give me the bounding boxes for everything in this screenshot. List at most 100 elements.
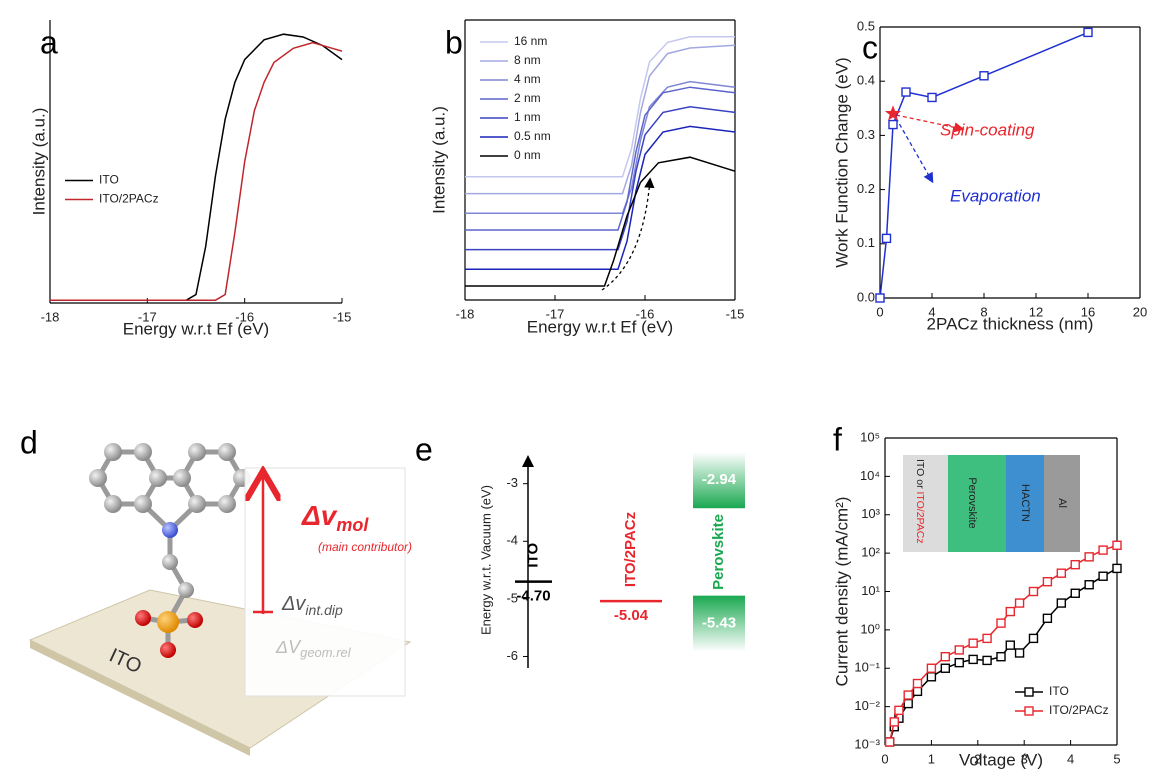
panel-label: b	[445, 24, 463, 60]
marker	[881, 233, 892, 244]
x-tick-label: 12	[1029, 304, 1043, 319]
layer	[1006, 455, 1044, 552]
series-label: Spin-coating	[940, 120, 1035, 139]
marker	[927, 92, 937, 103]
annotation-arrow	[895, 117, 934, 184]
x-tick-label: -18	[456, 306, 475, 321]
y-axis-label: Work Function Change (eV)	[832, 57, 851, 267]
x-tick-label: 4	[1067, 751, 1074, 766]
marker	[954, 645, 964, 655]
marker	[1005, 640, 1015, 650]
x-tick-label: 5	[1113, 751, 1120, 766]
panel-d: d ITO Δvmol (main contributor) Δvint.dip…	[20, 424, 412, 756]
substrate-edge	[30, 640, 250, 756]
y-tick-label: -3	[506, 475, 518, 490]
y-tick-label: 0.2	[857, 181, 875, 196]
x-axis-label: Voltage (V)	[959, 750, 1043, 769]
energy-band	[693, 595, 745, 652]
y-tick-label: 0.1	[857, 235, 875, 250]
panel-label: e	[415, 431, 433, 467]
marker	[1084, 552, 1094, 562]
legend-label: 0.5 nm	[514, 129, 551, 143]
legend-label: ITO/2PACz	[1049, 703, 1109, 717]
marker	[954, 657, 964, 668]
marker	[1112, 563, 1122, 574]
y-tick-label: 10⁵	[860, 429, 880, 444]
term-int-dip: Δvint.dip	[281, 593, 343, 617]
y-tick-label: 10¹	[861, 583, 880, 598]
legend-label: ITO	[1049, 684, 1069, 698]
marker	[1028, 586, 1039, 597]
level-name: ITO/2PACz	[622, 512, 639, 587]
level-name: Perovskite	[710, 514, 727, 590]
marker	[982, 633, 992, 644]
legend-label: 0 nm	[514, 148, 541, 162]
panel-label: f	[833, 421, 842, 457]
panel-label: c	[862, 29, 878, 65]
y-tick-label: 0.5	[857, 18, 875, 33]
term-box	[244, 467, 406, 697]
x-tick-label: 3	[1021, 751, 1028, 766]
y-tick-label: 0.0	[857, 289, 875, 304]
marker	[1042, 613, 1053, 624]
marker	[901, 87, 911, 97]
level-value: -5.43	[702, 615, 736, 632]
x-axis-label: 2PACz thickness (nm)	[927, 314, 1094, 333]
marker	[1024, 687, 1034, 697]
marker	[884, 737, 895, 747]
y-tick-label: -5	[506, 590, 518, 605]
x-tick-label: -15	[726, 306, 745, 321]
y-tick-label: 10⁴	[860, 468, 880, 483]
x-tick-label: 2	[974, 751, 981, 766]
annotation-arrow	[895, 114, 965, 133]
y-tick-label: 0.3	[857, 127, 875, 142]
x-axis-label: Energy w.r.t Ef (eV)	[123, 319, 269, 338]
marker	[1098, 545, 1108, 555]
marker	[940, 663, 951, 673]
panel-label: d	[20, 424, 38, 460]
marker	[1014, 598, 1025, 608]
x-tick-label: 0	[881, 751, 888, 766]
marker	[1070, 588, 1080, 598]
marker	[982, 655, 992, 666]
marker	[1014, 648, 1025, 658]
series-line	[465, 44, 736, 195]
series-line	[465, 106, 736, 251]
y-axis-label: Intensity (a.u.)	[429, 106, 448, 214]
x-tick-label: 20	[1133, 304, 1147, 319]
y-tick-label: -6	[506, 648, 518, 663]
legend-label: 16 nm	[514, 34, 547, 48]
level-value: -4.70	[516, 588, 550, 605]
marker	[1024, 706, 1034, 716]
y-axis-label: Energy w.r.t. Vacuum (eV)	[478, 485, 493, 635]
x-tick-label: -16	[636, 306, 655, 321]
x-tick-label: -17	[546, 306, 565, 321]
series-line	[465, 36, 735, 178]
legend-label: 4 nm	[514, 72, 541, 86]
layer	[948, 455, 1006, 552]
layer-label: ITO or ITO/2PACz	[914, 459, 926, 544]
legend-label: ITO/2PACz	[99, 192, 159, 206]
series-line	[465, 86, 736, 231]
marker	[1056, 568, 1067, 578]
series-line	[465, 156, 736, 287]
marker	[1005, 606, 1015, 617]
term-note: (main contributor)	[318, 540, 412, 554]
panel-label: a	[40, 24, 58, 60]
layer	[903, 455, 948, 552]
legend-label: ITO	[99, 173, 119, 187]
marker	[1042, 577, 1053, 587]
series-line	[50, 41, 343, 301]
marker	[912, 678, 923, 689]
x-tick-label: -17	[138, 309, 157, 324]
legend-label: 8 nm	[514, 53, 541, 67]
marker	[996, 651, 1006, 662]
marker	[940, 651, 951, 662]
x-tick-label: -15	[333, 309, 352, 324]
marker	[1083, 27, 1093, 38]
legend-label: 2 nm	[514, 91, 541, 105]
series-line	[465, 125, 736, 270]
y-tick-label: -4	[506, 533, 518, 548]
y-tick-label: 10⁻³	[854, 736, 880, 751]
